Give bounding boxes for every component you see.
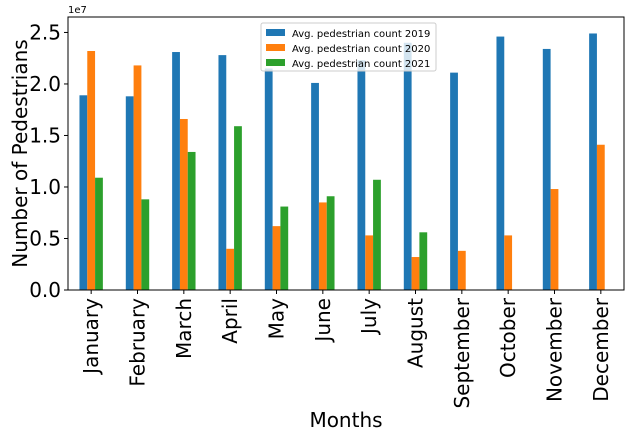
bar-2-november	[550, 189, 559, 290]
bar-3-april	[234, 126, 242, 290]
x-tick-label-january: January	[79, 298, 103, 376]
y-tick-label: 2.5	[29, 20, 61, 44]
bar-2-april	[226, 248, 235, 290]
bar-2-may	[272, 226, 281, 290]
x-tick-label-september: September	[450, 297, 474, 408]
bar-1-may	[264, 68, 273, 290]
x-tick-label-april: April	[218, 298, 242, 344]
x-axis: January February March April May June July Augu…	[79, 290, 613, 409]
bar-1-september	[450, 72, 458, 290]
legend-label-1: Avg. pedestrian count 2019	[292, 29, 430, 40]
legend: Avg. pedestrian count 2019 Avg. pedestria…	[260, 22, 437, 72]
x-tick-label-march: March	[172, 298, 196, 359]
bar-1-june	[311, 82, 319, 291]
legend-swatch-2	[266, 44, 285, 51]
x-axis-title: Months	[309, 408, 382, 432]
x-tick-label-july: July	[357, 298, 381, 336]
bar-1-january	[79, 95, 88, 290]
bar-2-september	[457, 250, 466, 290]
bar-3-august	[419, 232, 428, 290]
bar-2-july	[365, 235, 374, 290]
legend-swatch-1	[266, 29, 285, 36]
bar-1-february	[125, 96, 134, 290]
bar-3-may	[280, 206, 289, 290]
bar-3-february	[141, 199, 150, 290]
bar-1-april	[218, 55, 227, 291]
legend-label-2: Avg. pedestrian count 2020	[292, 44, 430, 55]
bar-2-june	[318, 202, 327, 290]
x-tick-label-may: May	[265, 298, 289, 340]
bar-2-october	[504, 235, 513, 290]
bar-3-july	[373, 179, 381, 290]
plot-frame	[67, 16, 625, 291]
y-tick-label: 0.5	[29, 226, 61, 250]
bar-2-march	[179, 118, 188, 291]
y-axis-title: Number of Pedestrians	[8, 39, 32, 267]
bar-1-december	[589, 33, 597, 290]
bar-2-february	[133, 65, 142, 290]
bar-1-november	[542, 48, 551, 290]
bar-3-march	[187, 151, 196, 290]
y-offset-label: 1e7	[68, 5, 87, 16]
bar-2-december	[596, 144, 605, 290]
x-tick-label-november: November	[543, 297, 567, 402]
bar-1-july	[357, 60, 366, 290]
bars-group	[79, 33, 605, 291]
x-tick-label-june: June	[311, 298, 335, 344]
y-axis: 0.0 0.5 1.0 1.5 2.0 2.5	[29, 20, 68, 302]
bar-3-june	[326, 196, 335, 290]
x-tick-label-august: August	[404, 298, 428, 368]
bar-2-august	[411, 257, 420, 290]
bar-3-january	[95, 177, 103, 290]
legend-label-3: Avg. pedestrian count 2021	[292, 59, 430, 70]
legend-swatch-3	[266, 59, 285, 66]
bar-1-october	[496, 36, 505, 290]
legend-box	[260, 22, 437, 72]
y-tick-label: 2.0	[29, 72, 61, 96]
bar-1-march	[172, 52, 180, 290]
y-tick-label: 1.5	[29, 123, 61, 147]
bar-2-january	[87, 51, 96, 290]
bar-1-august	[403, 42, 412, 290]
y-tick-label: 0.0	[29, 278, 61, 302]
x-tick-label-february: February	[126, 298, 150, 387]
x-tick-label-october: October	[496, 297, 520, 378]
y-tick-label: 1.0	[29, 175, 61, 199]
x-tick-label-december: December	[589, 297, 613, 401]
